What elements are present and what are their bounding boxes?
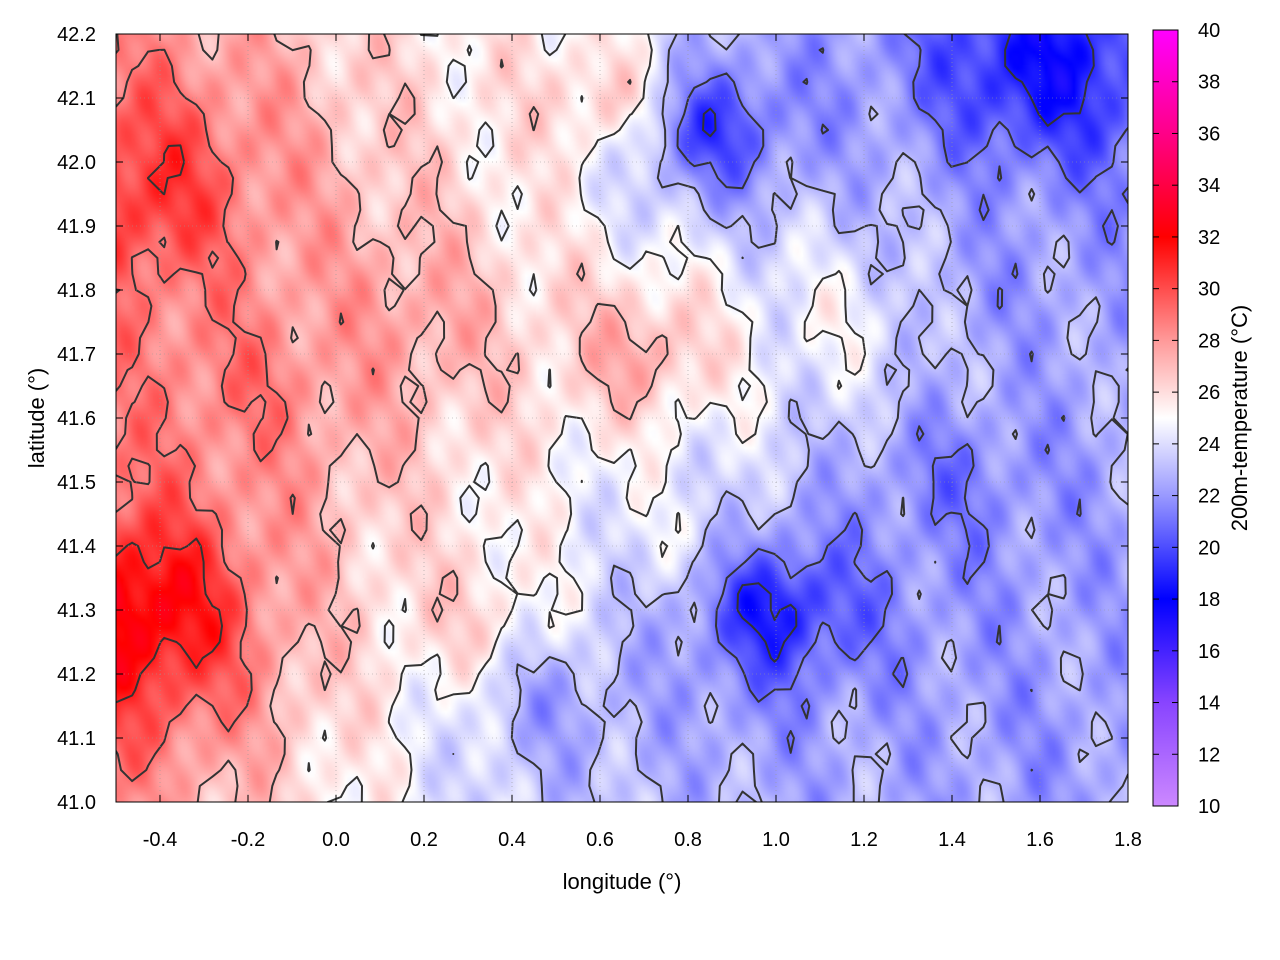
x-axis-label: longitude (°) xyxy=(563,869,682,894)
colorbar-tick-label: 40 xyxy=(1198,20,1220,42)
contour-path xyxy=(116,34,1128,802)
colorbar-tick-label: 22 xyxy=(1198,486,1220,508)
y-tick-label: 41.5 xyxy=(57,472,96,494)
y-tick-label: 41.2 xyxy=(57,664,96,686)
y-tick-label: 42.0 xyxy=(57,152,96,174)
colorbar-tick-label: 14 xyxy=(1198,693,1220,715)
y-tick-label: 41.8 xyxy=(57,280,96,302)
x-tick-label: 1.8 xyxy=(1114,829,1142,851)
y-tick-label: 41.1 xyxy=(57,728,96,750)
y-axis-ticks: 41.0 41.1 41.2 41.3 41.4 41.5 41.6 41.7 41.8 41.9… xyxy=(57,24,1128,814)
colorbar-tick-label: 12 xyxy=(1198,744,1220,766)
x-tick-label: 1.0 xyxy=(762,829,790,851)
colorbar-label: 200m-temperature (°C) xyxy=(1227,305,1252,531)
x-tick-label: 0.8 xyxy=(674,829,702,851)
x-tick-label: 1.4 xyxy=(938,829,966,851)
y-tick-label: 41.9 xyxy=(57,216,96,238)
x-tick-label: 0.4 xyxy=(498,829,526,851)
colorbar-tick-label: 16 xyxy=(1198,641,1220,663)
x-tick-label: -0.4 xyxy=(143,829,177,851)
y-axis-label: latitude (°) xyxy=(24,368,49,469)
colorbar-tick-label: 34 xyxy=(1198,175,1220,197)
colorbar-tick-label: 28 xyxy=(1198,330,1220,352)
colorbar-tick-label: 30 xyxy=(1198,279,1220,301)
colorbar-tick-label: 36 xyxy=(1198,123,1220,145)
y-tick-label: 41.3 xyxy=(57,600,96,622)
x-tick-label: 0.2 xyxy=(410,829,438,851)
colorbar: 10 12 14 16 18 20 22 24 26 28 30 32 34 36 38 40 200m-te… xyxy=(1152,20,1252,818)
y-tick-label: 41.7 xyxy=(57,344,96,366)
y-tick-label: 41.6 xyxy=(57,408,96,430)
colorbar-tick-label: 18 xyxy=(1198,589,1220,611)
colorbar-tick-label: 24 xyxy=(1198,434,1220,456)
y-tick-label: 42.1 xyxy=(57,88,96,110)
y-tick-label: 41.0 xyxy=(57,792,96,814)
contour-lines xyxy=(116,34,1128,802)
x-tick-label: 0.6 xyxy=(586,829,614,851)
x-axis-ticks: -0.4 -0.2 0.0 0.2 0.4 0.6 0.8 1.0 1.2 1.4 1.6 1.8 xyxy=(143,34,1142,851)
x-tick-label: 1.2 xyxy=(850,829,878,851)
colorbar-tick-label: 38 xyxy=(1198,72,1220,94)
y-tick-label: 42.2 xyxy=(57,24,96,46)
colorbar-tick-label: 10 xyxy=(1198,796,1220,818)
colorbar-tick-label: 26 xyxy=(1198,382,1220,404)
colorbar-tick-label: 20 xyxy=(1198,537,1220,559)
x-tick-label: 0.0 xyxy=(322,829,350,851)
y-tick-label: 41.4 xyxy=(57,536,96,558)
colorbar-gradient xyxy=(1152,29,1179,807)
colorbar-ticks: 10 12 14 16 18 20 22 24 26 28 30 32 34 36 38 40 xyxy=(1153,20,1220,818)
x-tick-label: -0.2 xyxy=(231,829,265,851)
x-tick-label: 1.6 xyxy=(1026,829,1054,851)
colorbar-tick-label: 32 xyxy=(1198,227,1220,249)
